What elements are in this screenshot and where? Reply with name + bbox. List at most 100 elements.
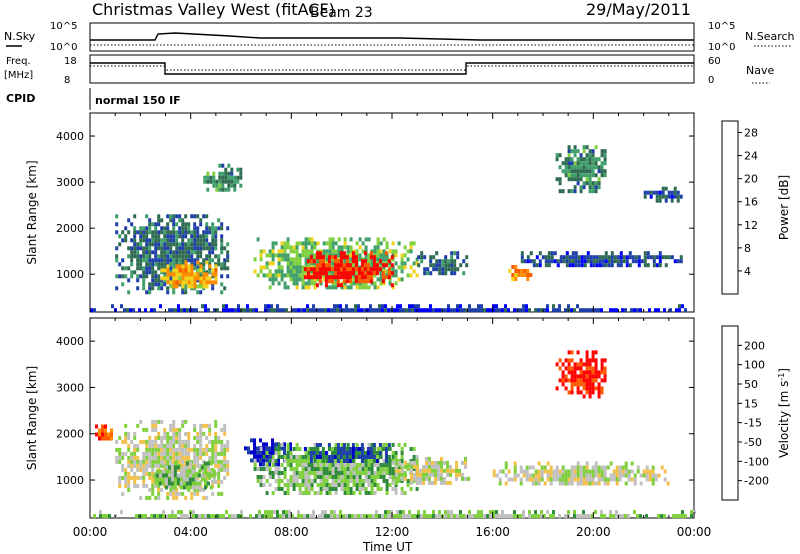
data-cell <box>175 435 179 440</box>
data-cell <box>588 177 592 182</box>
data-cell <box>243 308 246 313</box>
data-cell <box>325 253 329 258</box>
data-cell <box>379 261 383 266</box>
data-cell <box>215 183 219 188</box>
data-cell <box>187 230 191 235</box>
data-cell <box>187 272 191 277</box>
data-cell <box>346 245 350 250</box>
data-cell <box>142 278 146 283</box>
data-cell <box>522 473 526 478</box>
data-cell <box>579 153 583 158</box>
time-axis: 00:00 04:00 08:00 12:00 16:00 20:00 00:00 <box>73 525 712 539</box>
cpid-value: normal 150 IF <box>95 94 181 107</box>
data-cell <box>428 468 431 473</box>
data-cell <box>591 358 595 363</box>
data-cell <box>411 514 414 519</box>
data-cell <box>400 277 404 282</box>
data-cell <box>199 264 203 269</box>
data-cell <box>169 423 173 428</box>
data-cell <box>330 510 333 515</box>
data-cell <box>549 477 553 482</box>
data-cell <box>220 250 224 255</box>
data-cell <box>420 251 424 256</box>
data-cell <box>603 473 607 478</box>
data-cell <box>355 475 359 479</box>
data-cell <box>358 257 362 262</box>
data-cell <box>181 284 185 289</box>
data-cell <box>585 366 589 371</box>
data-cell <box>136 258 140 263</box>
data-cell <box>585 173 589 178</box>
data-cell <box>537 477 541 482</box>
data-cell <box>346 483 350 487</box>
data-cell <box>404 472 407 477</box>
data-cell <box>384 308 387 313</box>
data-cell <box>337 467 341 471</box>
data-cell <box>591 185 595 190</box>
data-cell <box>354 447 358 451</box>
data-cell <box>262 483 266 487</box>
data-cell <box>328 269 332 274</box>
data-cell <box>573 149 577 154</box>
data-cell <box>540 473 544 478</box>
data-cell <box>591 514 594 519</box>
data-cell <box>547 259 551 264</box>
data-cell <box>142 483 146 488</box>
data-cell <box>306 308 309 313</box>
data-cell <box>127 435 131 440</box>
data-cell <box>259 483 263 487</box>
data-cell <box>199 284 203 289</box>
data-cell <box>292 479 296 483</box>
data-cell <box>157 242 161 247</box>
data-cell <box>121 463 125 468</box>
data-cell <box>172 268 176 273</box>
data-cell <box>570 308 573 313</box>
data-cell <box>336 304 339 309</box>
data-cell <box>304 455 308 459</box>
data-cell <box>406 463 410 467</box>
data-cell <box>163 234 167 239</box>
data-cell <box>416 476 419 481</box>
data-cell <box>526 277 530 281</box>
data-cell <box>331 475 335 479</box>
data-cell <box>208 246 212 251</box>
data-cell <box>289 483 293 487</box>
data-cell <box>151 467 155 472</box>
data-cell <box>154 222 158 227</box>
data-cell <box>334 285 338 290</box>
data-cell <box>321 263 325 268</box>
data-cell <box>282 308 285 313</box>
data-cell <box>461 472 464 477</box>
data-cell <box>346 443 350 447</box>
data-cell <box>286 491 290 495</box>
data-cell <box>214 423 218 428</box>
data-cell <box>358 479 362 483</box>
data-cell <box>538 251 542 256</box>
data-cell <box>664 255 668 260</box>
data-cell <box>489 514 492 519</box>
data-cell <box>193 262 197 267</box>
data-cell <box>280 277 284 282</box>
data-cell <box>364 285 368 290</box>
data-cell <box>184 254 188 259</box>
data-cell <box>336 259 340 264</box>
data-cell <box>139 226 143 231</box>
data-cell <box>297 510 300 515</box>
data-cell <box>193 276 197 281</box>
data-cell <box>585 514 588 519</box>
data-cell <box>304 451 308 455</box>
data-cell <box>598 259 602 264</box>
data-cell <box>139 258 143 263</box>
data-cell <box>196 491 200 496</box>
data-cell <box>379 487 383 491</box>
data-cell <box>190 230 194 235</box>
data-cell <box>423 271 427 276</box>
data-cell <box>355 241 359 246</box>
data-cell <box>327 514 330 519</box>
data-cell <box>664 186 668 191</box>
data-cell <box>292 459 296 463</box>
data-cell <box>628 251 632 256</box>
data-cell <box>223 266 227 271</box>
data-cell <box>226 439 230 444</box>
data-cell <box>570 173 574 178</box>
